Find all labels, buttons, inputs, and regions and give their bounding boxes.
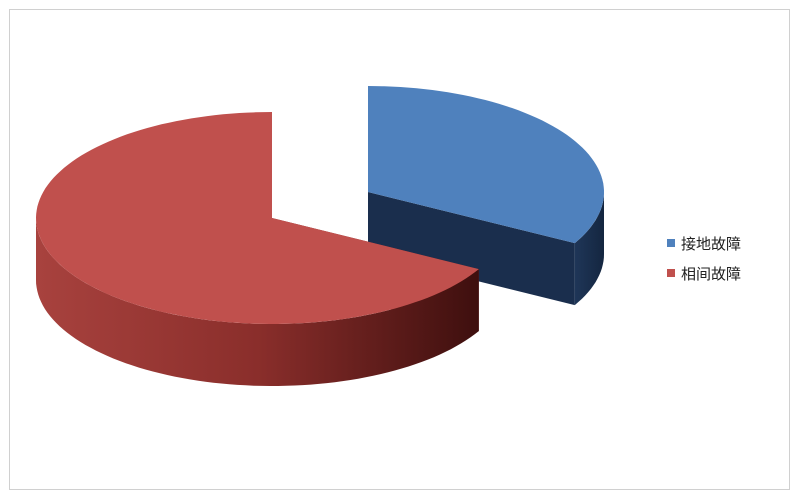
pie-slice [368,86,604,306]
chart-frame [9,9,790,490]
slice-cut-face [368,192,575,306]
slice-top-face [36,112,479,324]
legend: 接地故障 相间故障 [667,228,741,288]
legend-swatch [667,239,675,247]
slice-side-wall [36,218,479,386]
legend-label: 相间故障 [681,264,742,283]
legend-swatch [667,269,675,277]
legend-item-ground-fault: 接地故障 [667,228,741,258]
slice-side-wall [574,192,604,306]
legend-item-phase-fault: 相间故障 [667,258,741,288]
pie-slice [36,112,479,386]
slice-top-face [368,86,604,244]
legend-label: 接地故障 [681,234,742,253]
